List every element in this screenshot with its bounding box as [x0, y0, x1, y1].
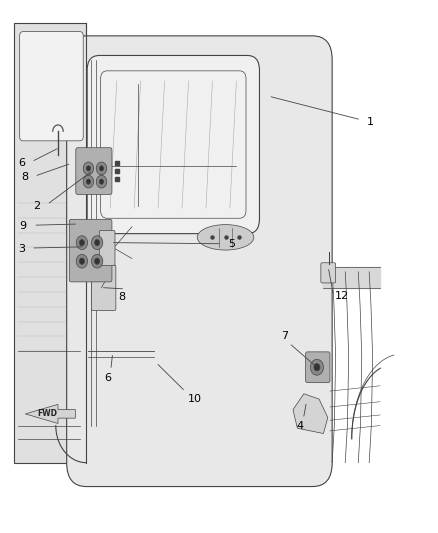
- Text: FWD: FWD: [37, 409, 57, 418]
- Polygon shape: [14, 22, 86, 463]
- Circle shape: [99, 179, 104, 184]
- Text: 9: 9: [20, 221, 27, 231]
- Circle shape: [99, 166, 104, 171]
- Circle shape: [314, 364, 320, 371]
- Text: 12: 12: [334, 290, 349, 301]
- Circle shape: [86, 166, 91, 171]
- Text: 7: 7: [281, 331, 288, 341]
- FancyBboxPatch shape: [321, 263, 336, 283]
- Text: 6: 6: [105, 373, 112, 383]
- FancyBboxPatch shape: [306, 352, 330, 383]
- Circle shape: [76, 236, 88, 249]
- FancyBboxPatch shape: [76, 148, 112, 195]
- FancyBboxPatch shape: [92, 265, 116, 311]
- Polygon shape: [25, 405, 75, 423]
- Circle shape: [96, 162, 107, 175]
- Text: 5: 5: [228, 239, 235, 249]
- Text: 4: 4: [296, 421, 303, 431]
- Ellipse shape: [197, 224, 254, 250]
- Circle shape: [92, 236, 103, 249]
- Polygon shape: [293, 394, 328, 433]
- Text: 3: 3: [18, 244, 25, 254]
- Circle shape: [95, 258, 100, 264]
- Circle shape: [83, 175, 94, 188]
- Circle shape: [86, 179, 91, 184]
- Circle shape: [79, 239, 85, 246]
- Circle shape: [79, 258, 85, 264]
- Circle shape: [95, 239, 100, 246]
- Text: 10: 10: [187, 394, 201, 404]
- Text: 2: 2: [33, 200, 41, 211]
- Circle shape: [311, 359, 323, 375]
- Circle shape: [96, 175, 107, 188]
- Text: 8: 8: [21, 172, 28, 182]
- Text: 1: 1: [367, 117, 374, 127]
- Circle shape: [76, 254, 88, 268]
- FancyBboxPatch shape: [69, 219, 112, 282]
- Circle shape: [83, 162, 94, 175]
- Circle shape: [92, 254, 103, 268]
- FancyBboxPatch shape: [67, 36, 332, 487]
- Text: 6: 6: [18, 158, 25, 168]
- FancyBboxPatch shape: [20, 31, 83, 141]
- FancyBboxPatch shape: [99, 230, 115, 265]
- FancyBboxPatch shape: [87, 55, 259, 233]
- Text: 8: 8: [118, 292, 125, 302]
